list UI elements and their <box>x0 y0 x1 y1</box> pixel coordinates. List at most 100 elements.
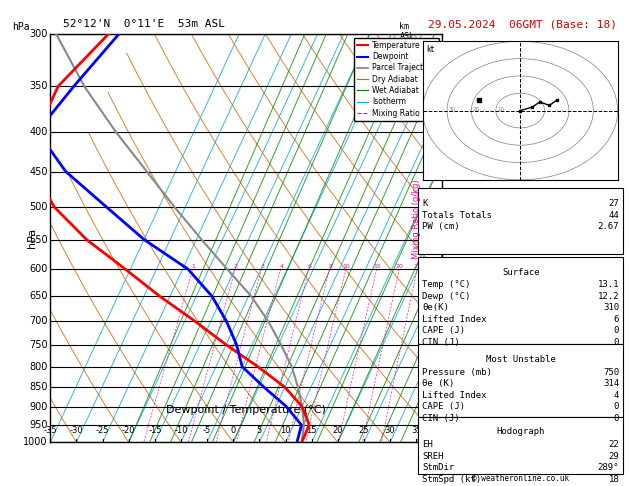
Legend: Temperature, Dewpoint, Parcel Trajectory, Dry Adiabat, Wet Adiabat, Isotherm, Mi: Temperature, Dewpoint, Parcel Trajectory… <box>353 38 438 121</box>
Text: 10: 10 <box>343 264 350 269</box>
Text: 30: 30 <box>385 427 396 435</box>
Text: 30: 30 <box>448 107 455 112</box>
Text: StmDir: StmDir <box>423 463 455 472</box>
Bar <box>418 417 623 474</box>
Text: 22: 22 <box>608 440 619 449</box>
Text: CAPE (J): CAPE (J) <box>423 326 465 335</box>
Text: Totals Totals: Totals Totals <box>423 210 493 220</box>
Text: 10: 10 <box>497 107 504 112</box>
Text: LCL: LCL <box>445 437 463 447</box>
Text: 15: 15 <box>374 264 381 269</box>
Text: 1000: 1000 <box>23 437 48 447</box>
Text: 800: 800 <box>30 362 48 372</box>
Text: 900: 900 <box>30 401 48 412</box>
Text: θe (K): θe (K) <box>423 380 455 388</box>
Text: StmSpd (kt): StmSpd (kt) <box>423 474 482 484</box>
Text: 4: 4 <box>614 391 619 400</box>
Text: 5: 5 <box>445 202 451 212</box>
Text: 29: 29 <box>608 451 619 461</box>
Text: km
ASL: km ASL <box>399 22 415 41</box>
Text: Pressure (mb): Pressure (mb) <box>423 368 493 377</box>
Text: 0: 0 <box>614 338 619 347</box>
Text: 52°12'N  0°11'E  53m ASL: 52°12'N 0°11'E 53m ASL <box>63 19 225 30</box>
Text: 20: 20 <box>472 107 480 112</box>
Text: CAPE (J): CAPE (J) <box>423 402 465 411</box>
Text: 8: 8 <box>328 264 332 269</box>
Text: 310: 310 <box>603 303 619 312</box>
Text: 35: 35 <box>411 427 421 435</box>
Text: 550: 550 <box>29 235 48 244</box>
Text: Lifted Index: Lifted Index <box>423 315 487 324</box>
Text: -30: -30 <box>70 427 83 435</box>
Text: -20: -20 <box>122 427 135 435</box>
Text: 15: 15 <box>306 427 317 435</box>
Text: 950: 950 <box>29 420 48 430</box>
Text: Most Unstable: Most Unstable <box>486 355 556 364</box>
Text: Surface: Surface <box>502 267 540 277</box>
Text: 850: 850 <box>29 382 48 392</box>
Text: 350: 350 <box>29 81 48 91</box>
Text: 0: 0 <box>614 414 619 423</box>
Text: EH: EH <box>423 440 433 449</box>
Text: 13.1: 13.1 <box>598 280 619 290</box>
Text: 18: 18 <box>608 474 619 484</box>
Text: CIN (J): CIN (J) <box>423 338 460 347</box>
Text: CIN (J): CIN (J) <box>423 414 460 423</box>
Text: θe(K): θe(K) <box>423 303 449 312</box>
Text: 500: 500 <box>29 202 48 212</box>
Text: kt: kt <box>426 46 435 54</box>
Text: PW (cm): PW (cm) <box>423 222 460 231</box>
Text: -25: -25 <box>96 427 109 435</box>
Bar <box>418 188 623 254</box>
Text: 29.05.2024  06GMT (Base: 18): 29.05.2024 06GMT (Base: 18) <box>428 19 616 30</box>
Text: 3: 3 <box>260 264 264 269</box>
Text: 314: 314 <box>603 380 619 388</box>
Text: 40: 40 <box>437 427 448 435</box>
Text: © weatheronline.co.uk: © weatheronline.co.uk <box>472 474 569 483</box>
Text: 750: 750 <box>603 368 619 377</box>
Text: 600: 600 <box>30 264 48 274</box>
Text: 300: 300 <box>30 29 48 39</box>
Text: 6: 6 <box>445 167 451 176</box>
Text: 289°: 289° <box>598 463 619 472</box>
Text: Temp (°C): Temp (°C) <box>423 280 471 290</box>
Text: 0: 0 <box>614 402 619 411</box>
Text: Mixing Ratio (g/kg): Mixing Ratio (g/kg) <box>412 179 421 259</box>
Text: 1: 1 <box>445 401 451 412</box>
Bar <box>418 257 623 345</box>
Text: 8: 8 <box>445 81 451 91</box>
Text: 12.2: 12.2 <box>598 292 619 301</box>
Text: -15: -15 <box>148 427 162 435</box>
Text: 20: 20 <box>333 427 343 435</box>
Bar <box>418 345 623 417</box>
Text: Dewp (°C): Dewp (°C) <box>423 292 471 301</box>
Text: 4: 4 <box>279 264 284 269</box>
Text: Dewpoint / Temperature (°C): Dewpoint / Temperature (°C) <box>167 405 326 415</box>
Text: 750: 750 <box>29 340 48 350</box>
Text: 25: 25 <box>414 264 422 269</box>
Text: 25: 25 <box>359 427 369 435</box>
Text: SREH: SREH <box>423 451 444 461</box>
Text: 7: 7 <box>445 126 451 137</box>
Text: 6: 6 <box>308 264 311 269</box>
Text: 700: 700 <box>29 316 48 326</box>
Text: 27: 27 <box>608 199 619 208</box>
Text: 1: 1 <box>192 264 196 269</box>
Text: 2.67: 2.67 <box>598 222 619 231</box>
Text: 2: 2 <box>234 264 238 269</box>
Text: 20: 20 <box>396 264 404 269</box>
Text: 2: 2 <box>445 362 451 372</box>
Text: -5: -5 <box>203 427 211 435</box>
Text: 400: 400 <box>30 126 48 137</box>
Text: K: K <box>423 199 428 208</box>
Text: 5: 5 <box>257 427 262 435</box>
Text: hPa: hPa <box>13 22 30 32</box>
Text: 0: 0 <box>231 427 236 435</box>
Text: -10: -10 <box>174 427 187 435</box>
Text: 6: 6 <box>614 315 619 324</box>
Text: Lifted Index: Lifted Index <box>423 391 487 400</box>
Text: 10: 10 <box>281 427 291 435</box>
Text: 44: 44 <box>608 210 619 220</box>
Text: -35: -35 <box>43 427 57 435</box>
Text: 4: 4 <box>445 264 451 274</box>
